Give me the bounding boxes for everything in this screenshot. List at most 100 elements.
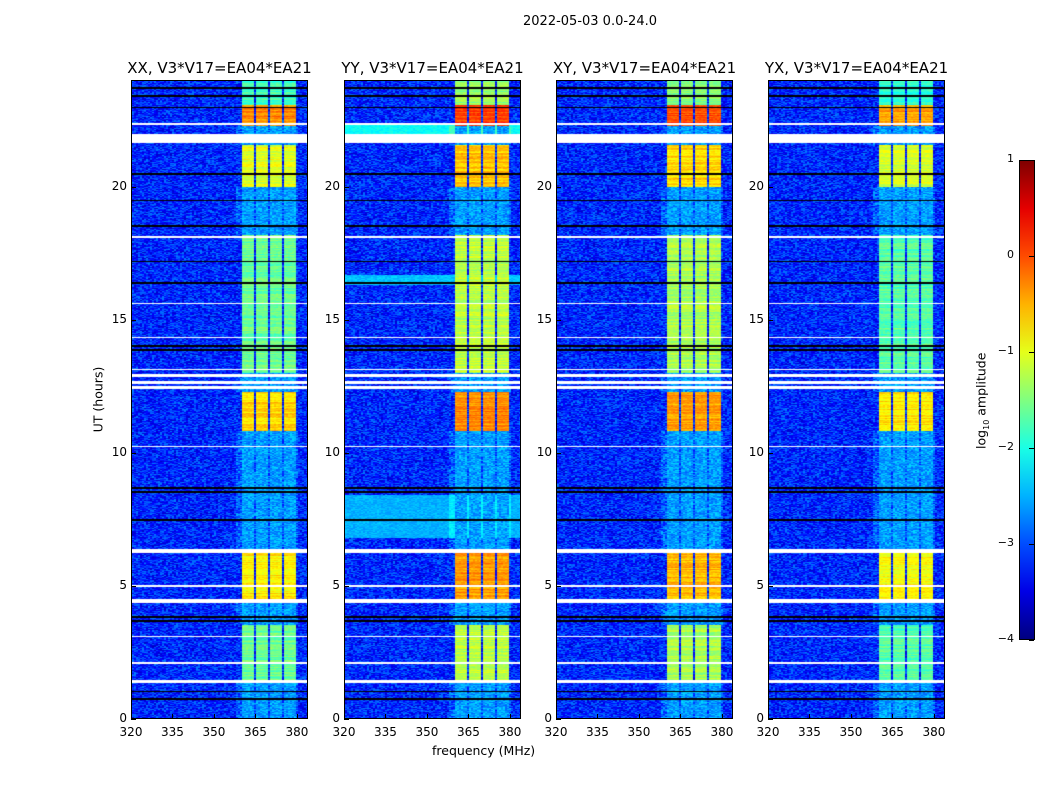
colorbar-label: log10 amplitude: [973, 351, 991, 451]
colorbar-tick-mark: [1029, 352, 1034, 353]
x-tick-mark: [468, 714, 470, 719]
colorbar-tick-label: −4: [997, 632, 1014, 645]
y-tick-label: 0: [756, 711, 764, 725]
y-tick-mark: [131, 585, 136, 587]
y-tick-label: 20: [324, 178, 340, 193]
y-tick-label: 15: [324, 311, 340, 326]
y-tick-mark: [131, 319, 136, 321]
panel-title: YY, V3*V17=EA04*EA21: [341, 59, 524, 77]
x-tick-mark: [850, 714, 852, 719]
y-tick-mark: [131, 719, 136, 720]
x-tick-mark: [809, 714, 811, 719]
y-tick-label: 10: [748, 444, 764, 459]
y-tick-mark: [768, 186, 773, 188]
y-tick-mark: [344, 719, 349, 720]
colorbar-tick-mark: [1029, 160, 1034, 161]
x-tick-label: 350: [202, 725, 226, 739]
colorbar-tick-label: 0: [1007, 248, 1014, 261]
x-tick-mark: [213, 714, 215, 719]
y-tick-mark: [131, 452, 136, 454]
y-tick-mark: [344, 585, 349, 587]
x-tick-mark: [892, 714, 894, 719]
y-tick-mark: [556, 452, 561, 454]
colorbar-tick-label: −1: [997, 344, 1014, 357]
x-tick-mark: [172, 714, 174, 719]
x-tick-label: 380: [285, 725, 309, 739]
x-tick-mark: [385, 714, 387, 719]
x-tick-label: 335: [374, 725, 397, 739]
x-tick-mark: [255, 714, 257, 719]
x-tick-mark: [131, 714, 132, 719]
colorbar-tick-label: −2: [997, 440, 1014, 453]
y-axis-label: UT (hours): [90, 366, 106, 433]
y-tick-mark: [768, 452, 773, 454]
x-tick-label: 320: [544, 725, 568, 739]
x-tick-mark: [680, 714, 682, 719]
y-tick-mark: [556, 719, 561, 720]
heatmap-image: [557, 81, 732, 718]
y-tick-mark: [344, 452, 349, 454]
heatmap-image: [345, 81, 520, 718]
y-tick-label: 5: [119, 577, 127, 592]
colorbar: [1019, 160, 1035, 640]
heatmap-panel: [344, 80, 521, 719]
x-tick-label: 365: [244, 725, 267, 739]
x-tick-mark: [426, 714, 428, 719]
y-tick-mark: [344, 319, 349, 321]
colorbar-tick-mark: [1029, 256, 1034, 257]
x-tick-mark: [296, 714, 298, 719]
x-tick-label: 365: [881, 725, 904, 739]
x-tick-mark: [768, 714, 769, 719]
y-tick-label: 5: [756, 577, 764, 592]
colorbar-label-sub: 10: [981, 419, 991, 430]
x-tick-mark: [597, 714, 599, 719]
x-tick-label: 320: [119, 725, 143, 739]
y-tick-mark: [131, 186, 136, 188]
y-tick-mark: [344, 186, 349, 188]
x-tick-mark: [721, 714, 723, 719]
heatmap-image: [132, 81, 307, 718]
y-tick-label: 10: [324, 444, 340, 459]
x-tick-label: 380: [922, 725, 946, 739]
x-tick-label: 335: [798, 725, 821, 739]
colorbar-tick-mark: [1029, 544, 1034, 545]
y-tick-mark: [556, 585, 561, 587]
y-tick-mark: [556, 319, 561, 321]
x-tick-label: 335: [161, 725, 184, 739]
y-tick-label: 20: [536, 178, 552, 193]
x-tick-label: 350: [839, 725, 863, 739]
y-tick-mark: [556, 186, 561, 188]
y-tick-mark: [768, 585, 773, 587]
heatmap-panel: [768, 80, 945, 719]
colorbar-label-rest: amplitude: [973, 352, 989, 420]
x-tick-label: 350: [415, 725, 439, 739]
x-tick-label: 365: [669, 725, 692, 739]
y-tick-mark: [768, 319, 773, 321]
y-tick-label: 20: [748, 178, 764, 193]
y-tick-label: 0: [119, 711, 127, 725]
panel-title: XX, V3*V17=EA04*EA21: [127, 59, 312, 77]
x-tick-mark: [638, 714, 640, 719]
heatmap-panel: [556, 80, 733, 719]
y-tick-mark: [768, 719, 773, 720]
y-tick-label: 10: [536, 444, 552, 459]
x-tick-label: 365: [457, 725, 480, 739]
x-tick-mark: [509, 714, 511, 719]
colorbar-tick-label: −3: [997, 536, 1014, 549]
panel-title: XY, V3*V17=EA04*EA21: [552, 59, 737, 77]
x-tick-label: 380: [710, 725, 734, 739]
heatmap-panel: [131, 80, 308, 719]
x-tick-label: 350: [627, 725, 651, 739]
y-tick-label: 15: [536, 311, 552, 326]
x-tick-label: 320: [332, 725, 356, 739]
figure-title: 2022-05-03 0.0-24.0: [523, 14, 657, 29]
y-tick-label: 15: [111, 311, 127, 326]
colorbar-tick-mark: [1029, 640, 1034, 641]
y-tick-label: 20: [111, 178, 127, 193]
y-tick-label: 0: [332, 711, 340, 725]
x-tick-mark: [556, 714, 557, 719]
colorbar-tick-mark: [1029, 448, 1034, 449]
y-tick-label: 5: [544, 577, 552, 592]
x-tick-mark: [344, 714, 345, 719]
